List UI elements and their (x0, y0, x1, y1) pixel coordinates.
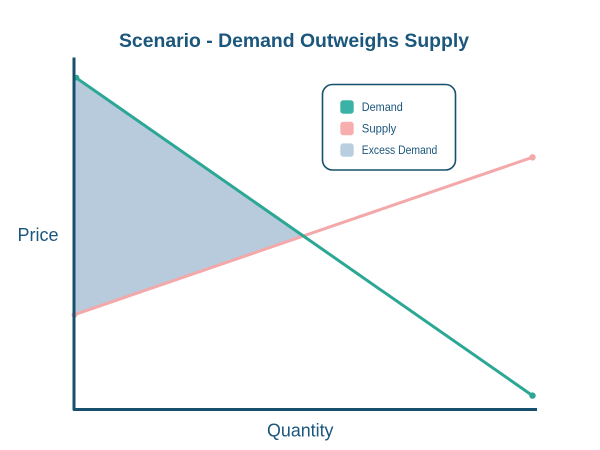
svg-text:Excess Demand: Excess Demand (362, 143, 438, 157)
svg-text:Demand: Demand (362, 100, 403, 114)
svg-text:Quantity: Quantity (267, 419, 334, 440)
svg-text:Scenario - Demand Outweighs Su: Scenario - Demand Outweighs Supply (119, 31, 469, 52)
svg-text:Price: Price (18, 224, 59, 245)
svg-text:Supply: Supply (362, 121, 397, 135)
